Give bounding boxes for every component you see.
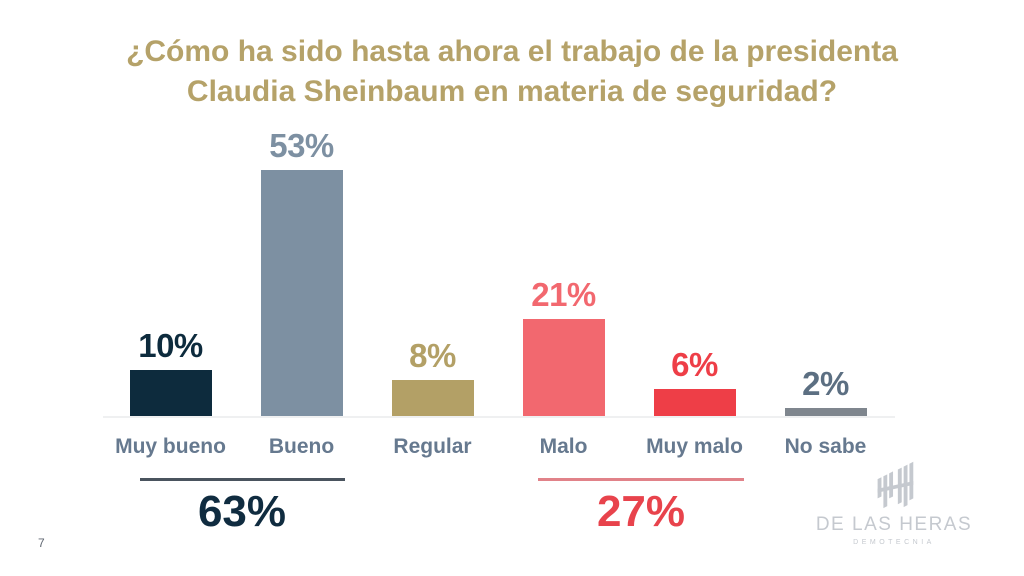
bar-series: 10% 53% 8% 21% 6% 2%	[105, 128, 891, 417]
category-label-malo: Malo	[539, 435, 588, 458]
category-label-bueno: Bueno	[268, 435, 335, 458]
category-label-muy-malo: Muy malo	[646, 435, 743, 458]
bar-value-no-sabe: 2%	[802, 365, 849, 402]
company-logo: DE LAS HERAS DEMOTECNIA	[804, 456, 984, 546]
page-number: 7	[38, 536, 45, 550]
bar-regular	[391, 380, 474, 417]
bar-column-regular: 8%	[367, 339, 498, 417]
bar-bueno	[260, 170, 343, 417]
bar-value-malo: 21%	[531, 276, 596, 313]
bar-muy-malo	[653, 389, 736, 417]
bar-value-muy-malo: 6%	[671, 346, 718, 383]
negative-group-total: 27%	[596, 487, 686, 536]
category-label-muy-bueno: Muy bueno	[115, 435, 226, 458]
bar-value-regular: 8%	[409, 337, 456, 374]
bar-column-muy-malo: 6%	[629, 348, 760, 417]
logo-company-subtitle: DEMOTECNIA	[853, 539, 935, 546]
bar-value-muy-bueno: 10%	[138, 327, 203, 364]
negative-group-underline	[538, 478, 744, 481]
positive-group-total: 63%	[197, 487, 287, 536]
chart-title-line1: ¿Cómo ha sido hasta ahora el trabajo de …	[126, 35, 898, 68]
category-label-no-sabe: No sabe	[784, 435, 867, 458]
category-label-regular: Regular	[393, 435, 472, 458]
positive-group-underline	[140, 478, 345, 481]
bar-column-no-sabe: 2%	[760, 367, 891, 417]
x-axis-line	[103, 416, 895, 418]
bar-column-malo: 21%	[498, 278, 629, 417]
chart-title: ¿Cómo ha sido hasta ahora el trabajo de …	[0, 32, 1024, 112]
category-axis: Muy bueno Bueno Regular Malo Muy malo No sabe	[105, 435, 891, 459]
bar-chart: 10% 53% 8% 21% 6% 2%	[105, 128, 891, 417]
chart-title-line2: Claudia Sheinbaum en materia de segurida…	[186, 74, 838, 108]
de-las-heras-logo-icon	[877, 461, 914, 509]
bar-no-sabe	[784, 408, 867, 417]
bar-malo	[522, 319, 605, 417]
bar-column-bueno: 53%	[236, 129, 367, 417]
bar-column-muy-bueno: 10%	[105, 329, 236, 417]
bar-value-bueno: 53%	[269, 127, 334, 164]
logo-company-name: DE LAS HERAS	[815, 514, 973, 535]
bar-muy-bueno	[129, 370, 212, 417]
